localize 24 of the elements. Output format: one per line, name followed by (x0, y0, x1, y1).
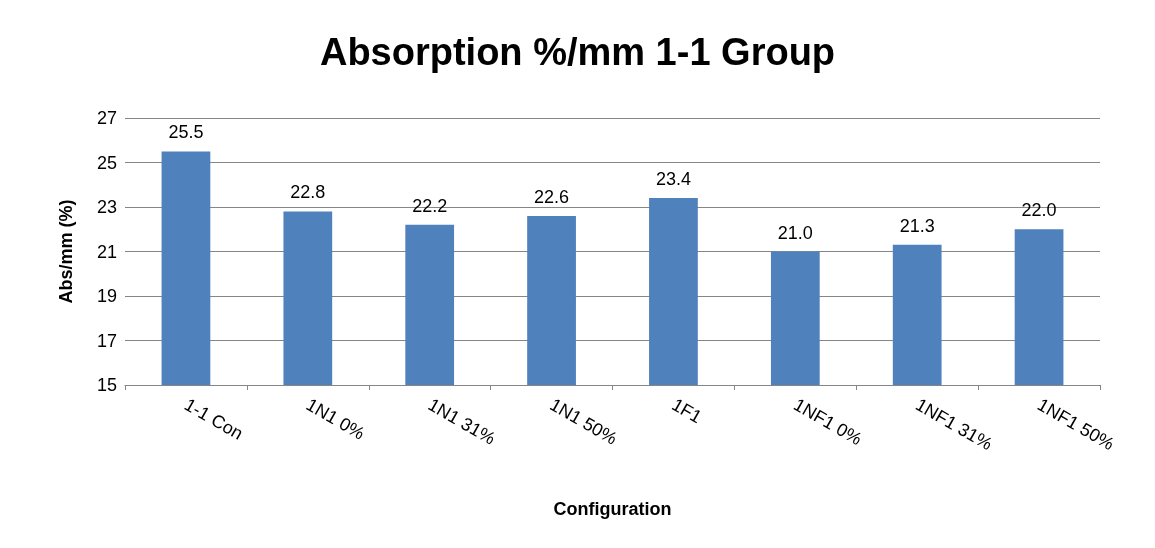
x-tick-label: 1N1 0% (302, 394, 369, 444)
data-label: 21.0 (777, 222, 813, 243)
data-label: 22.0 (1021, 200, 1057, 221)
y-tick-label: 25 (96, 152, 117, 173)
chart-title: Absorption %/mm 1-1 Group (319, 31, 836, 73)
y-tick-label: 21 (96, 241, 117, 262)
y-tick-label: 19 (96, 286, 117, 306)
data-label: 22.2 (412, 195, 448, 216)
y-tick-label: 23 (96, 197, 117, 217)
data-label: 22.8 (290, 182, 326, 203)
x-tick-label: 1N1 50% (546, 394, 621, 449)
data-label: 22.6 (534, 186, 570, 207)
data-label: 21.3 (899, 215, 935, 236)
x-tick-label: 1-1 Con (180, 394, 247, 444)
x-tick-label: 1NF1 50% (1034, 394, 1118, 455)
y-tick-label: 27 (96, 108, 117, 128)
y-axis-title: Abs/mm (%) (56, 199, 76, 304)
data-label: 23.4 (655, 169, 691, 190)
x-axis-title: Configuration (553, 499, 672, 519)
x-tick-label: 1N1 31% (424, 394, 499, 449)
data-label: 25.5 (168, 122, 204, 143)
y-tick-label: 15 (96, 375, 117, 395)
y-tick-label: 17 (96, 330, 117, 351)
x-tick-label: 1F1 (668, 394, 706, 428)
